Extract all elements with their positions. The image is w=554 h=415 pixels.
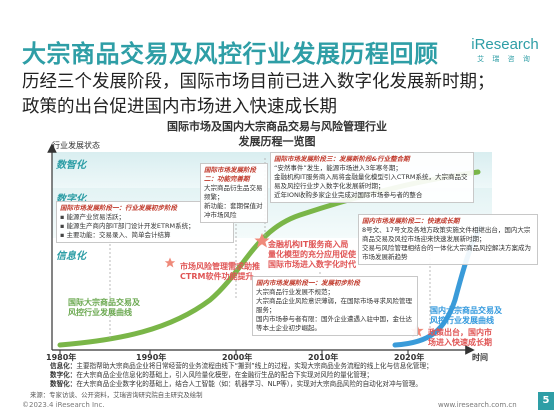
box-title: 国内市场发展阶段二：快速成长期 xyxy=(362,217,460,225)
x-tick-2020: 2020年 xyxy=(394,353,425,362)
box-title: 国际市场发展阶段一：行业发展初步阶段 xyxy=(60,204,177,212)
y-axis-label: 行业发展状态 xyxy=(52,141,100,150)
note-domestic-curve: 国内大宗商品交易及 风控行业发展曲线 xyxy=(430,306,502,325)
note-intl-curve: 国际大宗商品交易及 风控行业发展曲线 xyxy=(68,298,140,317)
website-link[interactable]: www.iresearch.com.cn xyxy=(438,401,517,409)
chart-title-line-1: 国际市场及国内大宗商品交易与风险管理行业 xyxy=(167,120,387,133)
stage-label-xinxihua: 信息化 xyxy=(56,251,86,262)
legend-term: 数字化： xyxy=(50,371,77,379)
legend-term: 数智化： xyxy=(50,380,77,388)
box-intl-stage2: 国际市场发展阶段二：功能完善期 大宗商品衍生品交易频繁； 新功能：套期保值对冲市… xyxy=(200,163,268,223)
x-tick-2010: 2010年 xyxy=(308,353,339,362)
box-title: 国际市场发展阶段二：功能完善期 xyxy=(204,166,256,183)
copyright: ©2023.4 iResearch Inc. xyxy=(22,401,105,409)
x-tick-1980: 1980年 xyxy=(46,353,77,362)
x-axis-label: 时间 xyxy=(472,353,488,362)
note-policy: 政策出台，国内市 场进入快速成长期 xyxy=(428,328,492,347)
box-line: 交易与风险管理相结合的一体化大宗商品风控解决方案成为市场发展新趋势 xyxy=(362,244,531,261)
logo-text: iResearch xyxy=(471,36,539,53)
iresearch-logo: iResearch 艾 瑞 咨 询 xyxy=(468,36,542,64)
box-line: 能源生产商内部IT部门设计开发ETRM系统； xyxy=(60,222,230,231)
logo-subtext: 艾 瑞 咨 询 xyxy=(477,55,533,63)
box-line: 国内市场参与者有限：国外企业遭遇入驻中国，金仕达等本土企业初步崛起。 xyxy=(256,315,412,332)
x-tick-2000: 2000年 xyxy=(222,353,253,362)
legend-term: 信息化： xyxy=(50,362,77,370)
legend-text: 在大宗商品企业信息化的基础上，引入风险量化模型，在金融衍生品的配合下实现对风险的… xyxy=(76,371,374,379)
legend-xinxihua: 信息化：主要指帮助大宗商品企业将日常经营的业务流程由线下“搬到”线上的过程，实现… xyxy=(50,362,433,371)
box-line: 能源产业贸易活跃； xyxy=(60,213,230,222)
stage-label-shuzihua: 数字化 xyxy=(56,194,86,205)
box-line: 近年ION收购多家企业完成对国际市场参与者的整合 xyxy=(274,191,423,199)
legend-text: 主要指帮助大宗商品企业将日常经营的业务流程由线下“搬到”线上的过程，实现大宗商品… xyxy=(76,362,433,370)
legend-text: 在大宗商品企业数字化的基础上，结合人工智能（如：机器学习、NLP等），实现对大宗… xyxy=(76,380,422,388)
source-note: 来源：专家访谈、公开资料，艾瑞咨询研究院自主研究及绘制 xyxy=(30,391,203,399)
box-line: 大宗商品企业风险意识薄弱，在国际市场寻求风险管理服务； xyxy=(256,297,412,314)
box-line: 新功能：套期保值对冲市场风险 xyxy=(204,202,263,219)
legend-shuzihua: 数字化：在大宗商品企业信息化的基础上，引入风险量化模型，在金融衍生品的配合下实现… xyxy=(50,371,373,380)
box-title: 国内市场发展阶段一：发展初步阶段 xyxy=(256,279,360,287)
page-title: 大宗商品交易及风控行业发展历程回顾 xyxy=(22,40,439,68)
box-line: 金融机构IT服务商入局将金融量化模型引入CTRM系统，大宗商品交易及风控行业步入… xyxy=(274,173,468,190)
box-intl-stage3: 国际市场发展阶段三：发展新阶段&行业整合期 “安然事件”发生，能源市场进入3年寒… xyxy=(270,152,474,203)
star-ctrm xyxy=(164,257,176,268)
box-domestic-stage2: 国内市场发展阶段二：快速成长期 8号文、17号文及各地方政策实施文件相继出台，国… xyxy=(358,214,538,265)
note-ctrm: 市场风险管理需求助推 CTRM软件功能提升 xyxy=(180,262,260,281)
box-line: “安然事件”发生，能源市场进入3年寒冬期； xyxy=(274,164,402,172)
star-fin-it xyxy=(254,233,270,248)
x-ticks xyxy=(59,350,409,354)
subtitle-line-2: 政策的出台促进国内市场进入快速成长期 xyxy=(22,97,337,117)
box-line: 8号文、17号文及各地方政策实施文件相继出台，国内大宗商品交易及风控市场迎来快速… xyxy=(362,226,531,243)
page-number: 5 xyxy=(538,392,554,410)
box-title: 国际市场发展阶段三：发展新阶段&行业整合期 xyxy=(274,155,410,163)
box-line: 大宗商品衍生品交易频繁； xyxy=(204,184,263,201)
box-domestic-stage1: 国内市场发展阶段一：发展初步阶段 大宗商品行业发展不规范； 大宗商品企业风险意识… xyxy=(252,276,418,336)
note-fin-it: 金融机构IT服务商入局 量化模型的充分应用促使 国际市场进入数字化时代 xyxy=(268,240,356,269)
chart-title-line-2: 发展历程一览图 xyxy=(238,135,316,148)
subtitle-line-1: 历经三个发展阶段，国际市场目前已进入数字化发展新时期； xyxy=(22,72,495,92)
box-line: 大宗商品行业发展不规范； xyxy=(256,288,334,296)
stage-label-shuzhihua: 数智化 xyxy=(56,160,86,171)
legend-shuzhihua: 数智化：在大宗商品企业数字化的基础上，结合人工智能（如：机器学习、NLP等），实… xyxy=(50,380,422,389)
box-line: 主要功能：交易录入、简单会计结算 xyxy=(60,231,230,240)
x-tick-1990: 1990年 xyxy=(136,353,167,362)
